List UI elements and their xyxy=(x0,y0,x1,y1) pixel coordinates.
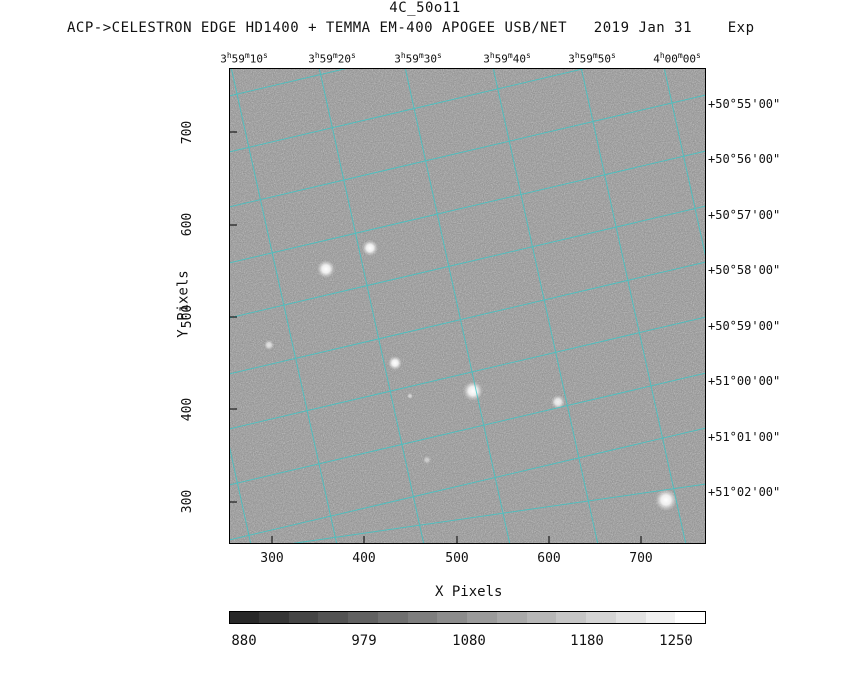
star-marker xyxy=(551,395,565,409)
x-axis-label: X Pixels xyxy=(435,584,503,600)
coordinate-grid xyxy=(229,68,706,544)
ra-tick-label: 3h59m20s xyxy=(308,51,356,66)
colorbar-step xyxy=(288,611,319,623)
colorbar-step xyxy=(229,611,260,623)
colorbar-step xyxy=(586,611,617,623)
ra-grid-line xyxy=(580,68,687,544)
x-tick-label: 500 xyxy=(445,551,469,566)
dec-grid-line xyxy=(288,483,706,544)
colorbar-step xyxy=(407,611,438,623)
y-tick-label: 300 xyxy=(180,489,196,514)
ra-tick-label: 4h00m00s xyxy=(653,51,701,66)
colorbar-step xyxy=(645,611,676,623)
colorbar-label: 880 xyxy=(231,633,257,649)
colorbar-frame xyxy=(229,611,706,624)
star-marker xyxy=(463,381,483,401)
image-frame xyxy=(229,68,706,544)
image-title: 4C_50o11 xyxy=(389,0,461,16)
colorbar-step xyxy=(496,611,527,623)
dec-tick-label: +50°59'00" xyxy=(708,319,781,333)
colorbar-label: 1080 xyxy=(452,633,486,649)
dec-grid-line xyxy=(229,316,706,430)
dec-grid-line xyxy=(229,68,589,153)
image-subtitle: ACP->CELESTRON EDGE HD1400 + TEMMA EM-40… xyxy=(67,20,755,36)
ra-tick-label: 3h59m10s xyxy=(220,51,268,66)
x-tick-label: 700 xyxy=(629,551,653,566)
dec-tick-label: +50°56'00" xyxy=(708,152,781,166)
ra-grid-line xyxy=(229,442,252,544)
axis-ticks xyxy=(229,131,642,544)
star-marker xyxy=(264,340,274,350)
star-marker xyxy=(423,456,431,464)
dec-grid-line xyxy=(229,150,706,264)
ra-grid-line xyxy=(492,68,599,544)
fits-image-panel xyxy=(229,68,706,544)
star-marker xyxy=(362,240,378,256)
colorbar-step xyxy=(348,611,379,623)
colorbar-step xyxy=(377,611,408,623)
y-tick-label: 400 xyxy=(180,397,196,422)
dec-grid-line xyxy=(229,205,706,319)
ra-tick-label: 3h59m50s xyxy=(568,51,616,66)
star-marker xyxy=(655,489,677,511)
ra-grid-line xyxy=(318,68,425,544)
colorbar-step xyxy=(467,611,498,623)
ra-grid-line xyxy=(404,68,511,544)
colorbar-label: 1250 xyxy=(659,633,693,649)
y-tick-label: 700 xyxy=(180,120,196,145)
star-marker xyxy=(388,356,402,370)
colorbar-step xyxy=(258,611,289,623)
ra-tick-label: 3h59m30s xyxy=(394,51,442,66)
dec-tick-label: +51°01'00" xyxy=(708,430,781,444)
colorbar-step xyxy=(556,611,587,623)
x-tick-label: 300 xyxy=(260,551,284,566)
star-marker xyxy=(407,393,413,399)
colorbar-step xyxy=(615,611,646,623)
ra-grid-line xyxy=(663,68,706,261)
x-tick-label: 600 xyxy=(537,551,561,566)
dec-grid-line xyxy=(229,427,706,541)
dec-tick-label: +50°57'00" xyxy=(708,208,781,222)
dec-tick-label: +50°58'00" xyxy=(708,263,781,277)
dec-grid-line xyxy=(229,94,706,208)
colorbar-step xyxy=(526,611,557,623)
colorbar-step xyxy=(675,611,706,623)
colorbar-step xyxy=(437,611,468,623)
dec-tick-label: +51°00'00" xyxy=(708,374,781,388)
colorbar-label: 979 xyxy=(351,633,377,649)
y-tick-label: 600 xyxy=(180,212,196,237)
dec-tick-label: +51°02'00" xyxy=(708,485,781,499)
colorbar-step xyxy=(318,611,349,623)
y-axis-label: Y Pixels xyxy=(175,270,192,338)
dec-grid-line xyxy=(229,68,351,97)
ra-tick-label: 3h59m40s xyxy=(483,51,531,66)
dec-tick-label: +50°55'00" xyxy=(708,97,781,111)
image-noise xyxy=(229,68,706,544)
colorbar-label: 1180 xyxy=(570,633,604,649)
ra-grid-line xyxy=(230,68,338,544)
dec-grid-line xyxy=(229,372,706,486)
x-tick-label: 400 xyxy=(352,551,376,566)
dec-grid-line xyxy=(229,261,706,375)
star-marker xyxy=(317,260,335,278)
